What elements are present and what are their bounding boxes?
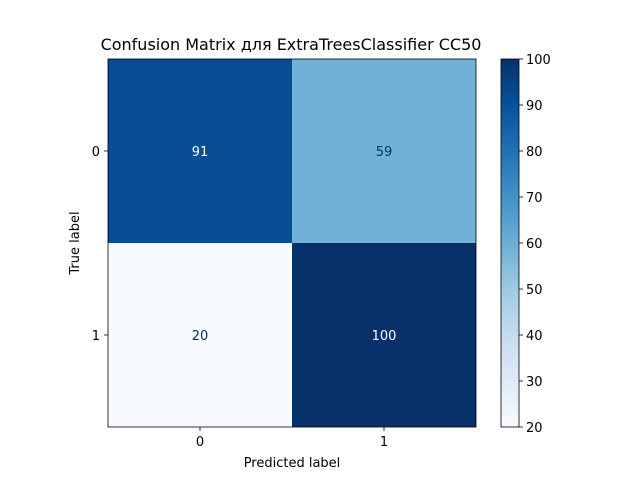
colorbar-tick-label-6: 80 xyxy=(526,145,543,160)
colorbar-tick-label-8: 100 xyxy=(526,53,551,68)
colorbar xyxy=(500,58,520,428)
heatmap-frame xyxy=(107,58,477,428)
colorbar-tick-label-3: 50 xyxy=(526,283,543,298)
cell-value-label-r1-c1: 100 xyxy=(372,329,397,344)
heatmap-cells xyxy=(108,59,476,427)
heatmap-cell-r1-c1 xyxy=(292,243,476,427)
y-axis-ticks: 01 xyxy=(92,145,108,344)
y-axis-label: True label xyxy=(68,211,83,275)
colorbar-tick-label-5: 70 xyxy=(526,191,543,206)
x-tick-label-1: 1 xyxy=(380,435,388,450)
y-tick-label-0: 0 xyxy=(92,145,100,160)
colorbar-ticks: 20 30 40 50 60 70 80 90 100 xyxy=(519,53,551,436)
colorbar-tick-label-1: 30 xyxy=(526,375,543,390)
heatmap-cell-r1-c0 xyxy=(108,243,292,427)
heatmap-cell-r0-c0 xyxy=(108,59,292,243)
colorbar-tick-label-7: 90 xyxy=(526,99,543,114)
heatmap-cell-r0-c1 xyxy=(292,59,476,243)
colorbar-tick-label-0: 20 xyxy=(526,421,543,436)
cell-value-label-r0-c1: 59 xyxy=(376,145,393,160)
x-axis-label: Predicted label xyxy=(244,456,341,471)
x-tick-label-0: 0 xyxy=(196,435,204,450)
colorbar-tick-label-2: 40 xyxy=(526,329,543,344)
heatmap-cell-labels: 91 59 20 100 xyxy=(192,145,397,344)
cell-value-label-r1-c0: 20 xyxy=(192,329,209,344)
chart-title: Confusion Matrix для ExtraTreesClassifie… xyxy=(101,35,482,54)
y-tick-label-1: 1 xyxy=(92,329,100,344)
colorbar-tick-label-4: 60 xyxy=(526,237,543,252)
cell-value-label-r0-c0: 91 xyxy=(192,145,209,160)
